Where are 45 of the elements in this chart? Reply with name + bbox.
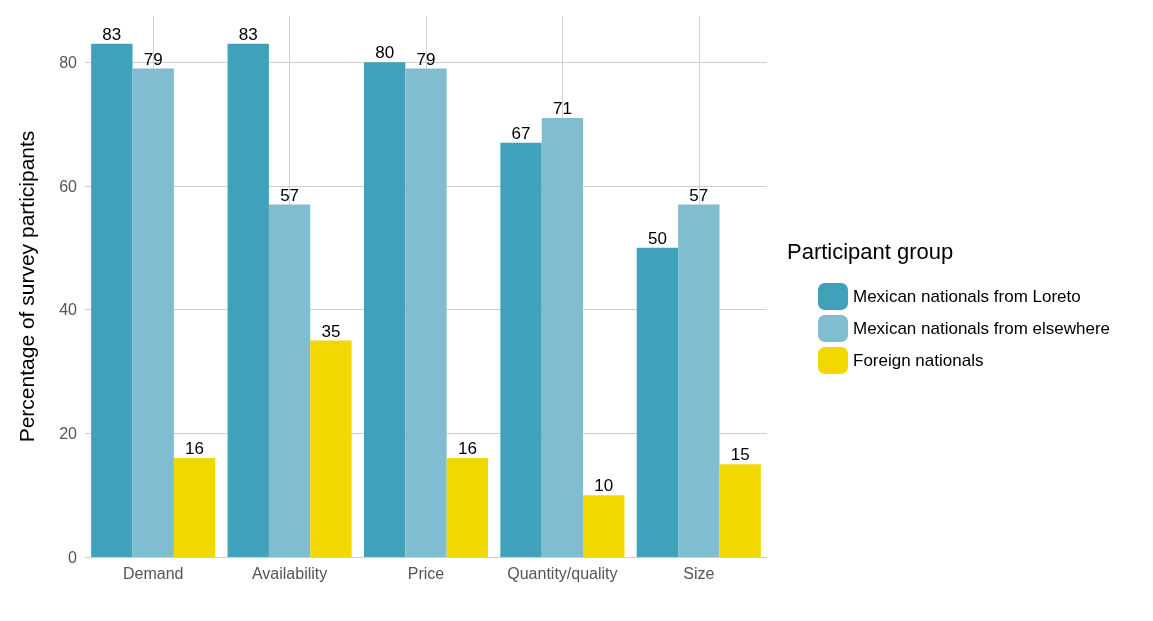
bar bbox=[310, 340, 352, 557]
bar bbox=[678, 204, 720, 557]
data-label: 83 bbox=[102, 24, 122, 44]
data-label: 10 bbox=[594, 476, 614, 496]
data-label: 16 bbox=[457, 439, 477, 459]
y-axis-title: Percentage of survey participants bbox=[15, 130, 38, 443]
bar bbox=[500, 142, 542, 557]
data-label: 35 bbox=[321, 321, 341, 341]
bar bbox=[268, 204, 311, 557]
bar bbox=[132, 68, 174, 557]
legend-label: Mexican nationals from elsewhere bbox=[853, 319, 1111, 338]
y-tick-label: 60 bbox=[59, 177, 78, 195]
data-label: 83 bbox=[238, 24, 258, 44]
bar bbox=[719, 464, 761, 557]
data-label: 16 bbox=[185, 439, 205, 459]
x-tick-label: Quantity/quality bbox=[507, 564, 618, 582]
bar bbox=[636, 247, 679, 557]
data-label: 79 bbox=[143, 49, 163, 69]
data-label: 57 bbox=[280, 185, 300, 205]
legend-title: Participant group bbox=[787, 238, 954, 264]
x-tick-label: Price bbox=[407, 564, 445, 582]
legend-label: Mexican nationals from Loreto bbox=[853, 287, 1081, 306]
data-label: 80 bbox=[375, 43, 395, 63]
data-label: 67 bbox=[511, 123, 531, 143]
bar bbox=[227, 43, 269, 557]
bar bbox=[91, 43, 133, 557]
data-label: 71 bbox=[552, 99, 572, 119]
bar bbox=[446, 458, 489, 557]
y-tick-label: 80 bbox=[59, 53, 78, 71]
data-label: 15 bbox=[730, 445, 750, 465]
y-tick-label: 40 bbox=[59, 301, 78, 319]
bar bbox=[583, 495, 625, 557]
bar bbox=[541, 118, 584, 557]
x-tick-label: Availability bbox=[251, 564, 328, 582]
y-tick-label: 0 bbox=[68, 548, 78, 566]
data-label: 57 bbox=[689, 185, 709, 205]
bar bbox=[363, 62, 406, 557]
x-tick-label: Size bbox=[683, 564, 715, 582]
data-label: 79 bbox=[416, 49, 436, 69]
y-tick-label: 20 bbox=[59, 424, 78, 442]
x-tick-label: Demand bbox=[122, 564, 184, 582]
legend-label: Foreign nationals bbox=[853, 351, 984, 370]
data-label: 50 bbox=[647, 228, 667, 248]
bar bbox=[173, 458, 216, 557]
bar bbox=[405, 68, 447, 557]
